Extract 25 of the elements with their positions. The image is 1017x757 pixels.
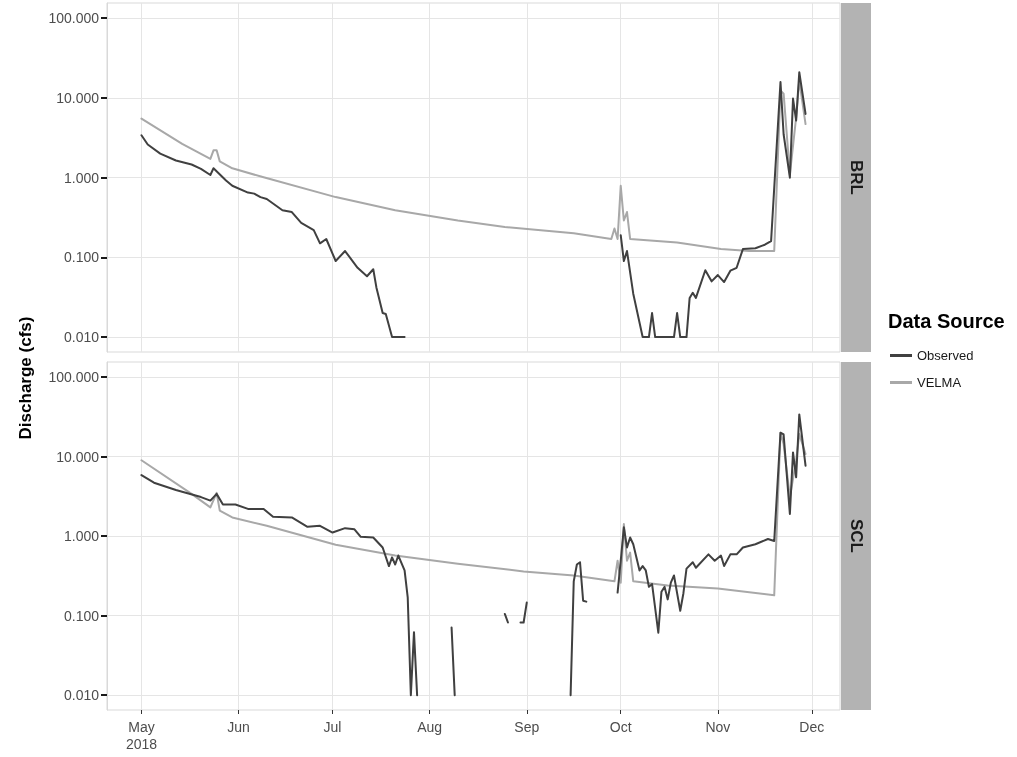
x-tick-label: Oct <box>609 718 632 735</box>
x-tick-label: Dec <box>799 718 825 735</box>
x-tick-label: May 2018 <box>125 718 158 752</box>
legend-label: VELMA <box>917 375 962 390</box>
x-tick-label: Aug <box>417 718 443 735</box>
y-axis-title: Discharge (cfs) <box>15 316 35 440</box>
y-tick-label: 10.000 <box>56 448 100 465</box>
text: BRL <box>846 160 866 195</box>
y-tick-label: 0.100 <box>63 607 100 624</box>
x-tick-label: Sep <box>514 718 540 735</box>
y-tick-label: 100.000 <box>48 10 100 27</box>
x-tick-label: Jun <box>227 718 250 735</box>
y-tick-label: 1.000 <box>63 528 100 545</box>
y-tick-label: 0.010 <box>63 687 100 704</box>
x-tick-label: Jul <box>323 718 342 735</box>
y-tick-label: 10.000 <box>56 89 100 106</box>
y-tick-label: 100.000 <box>48 369 100 386</box>
x-tick-label: Nov <box>705 718 731 735</box>
line-series <box>140 431 807 597</box>
legend-title: Data Source <box>888 310 1005 332</box>
y-tick-label: 0.010 <box>63 329 100 346</box>
legend-label: Observed <box>917 348 974 363</box>
text: SCL <box>846 519 866 553</box>
y-tick-label: 1.000 <box>63 169 100 186</box>
y-tick-label: 0.100 <box>63 249 100 266</box>
